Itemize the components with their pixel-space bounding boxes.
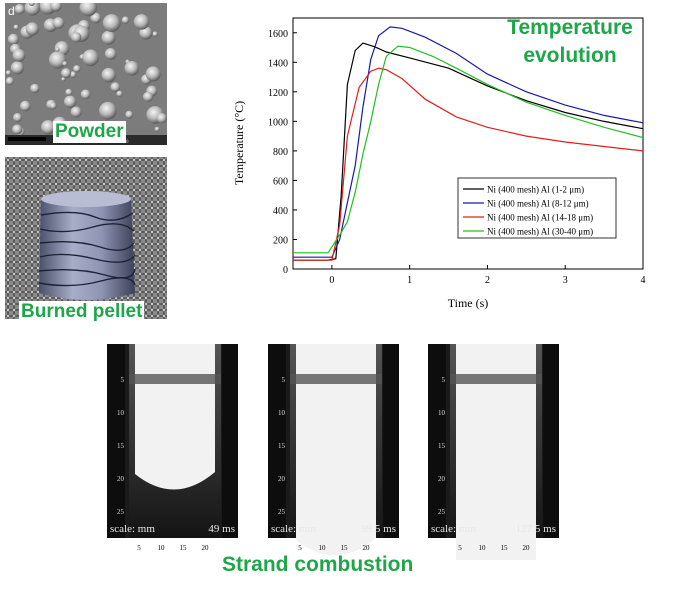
series-line: [293, 26, 644, 258]
burned-pellet-photo: Burned pellet: [5, 157, 167, 323]
legend-entry: Ni (400 mesh) Al (8-12 μm): [487, 199, 589, 209]
x-tick-label: 2: [485, 275, 490, 286]
frame-y-tick: 10: [278, 409, 286, 417]
frame-x-tick: 10: [479, 544, 487, 552]
frame-x-tick: 5: [137, 544, 141, 552]
temperature-chart: 0 200 400 600 800 1000 1200 1400 1600 0 1 2 3 4 Time…: [228, 5, 668, 315]
temperature-evolution-line1: Temperature: [507, 16, 633, 39]
frame-x-tick: 10: [158, 544, 166, 552]
series-line: [293, 42, 644, 261]
x-tick-label: 1: [407, 275, 412, 286]
frame-x-tick: 15: [180, 544, 188, 552]
x-tick-label: 0: [329, 275, 334, 286]
frame-y-tick: 20: [278, 475, 286, 483]
frame-scale-label: scale: mm: [431, 523, 476, 535]
frame-x-tick: 5: [298, 544, 302, 552]
temperature-chart-svg: 0 200 400 600 800 1000 1200 1400 1600 0 1 2 3 4 Time…: [232, 17, 646, 310]
x-tick-label: 4: [641, 275, 646, 286]
sem-panel-letter: d: [8, 4, 15, 18]
legend-entry: Ni (400 mesh) Al (14-18 μm): [487, 213, 593, 223]
combustion-frame: 5 10 15 20 25 5 10 15 20 scale: mm 99.5 ms: [268, 344, 399, 560]
combustion-frame-svg: 5 10 15 20 25 5 10 15 20 scale: mm 99.5 ms: [268, 344, 399, 556]
y-tick-label: 1600: [268, 29, 288, 40]
combustion-frame-svg: 5 10 15 20 25 5 10 15 20 scale: mm 49 ms: [107, 344, 238, 552]
frame-x-tick: 20: [523, 544, 531, 552]
frame-scale-label: scale: mm: [110, 523, 155, 535]
y-tick-label: 600: [273, 176, 288, 187]
legend-entry: Ni (400 mesh) Al (1-2 μm): [487, 185, 584, 195]
frame-y-tick: 10: [117, 409, 125, 417]
frame-y-tick: 5: [442, 376, 446, 384]
series-line: [293, 45, 644, 254]
x-tick-label: 3: [563, 275, 568, 286]
burned-pellet-label: Burned pellet: [19, 301, 145, 323]
frame-time-label: 127.5 ms: [516, 523, 556, 535]
frame-y-tick: 25: [438, 508, 446, 516]
frame-y-tick: 25: [117, 508, 125, 516]
frame-time-label: 49 ms: [208, 523, 235, 535]
y-tick-label: 1000: [268, 117, 288, 128]
y-tick-label: 0: [283, 265, 288, 276]
frame-x-tick: 5: [458, 544, 462, 552]
chart-ylabel: Temperature (°C): [232, 101, 246, 185]
plot-frame: [292, 17, 644, 270]
combustion-frame: 5 10 15 20 25 5 10 15 20 scale: mm 127.5 ms: [428, 344, 559, 586]
frame-x-tick: 15: [341, 544, 349, 552]
frame-y-tick: 20: [117, 475, 125, 483]
y-tick-label: 1400: [268, 58, 288, 69]
powder-label: Powder: [53, 121, 126, 143]
frame-y-tick: 15: [117, 442, 125, 450]
frame-time-label: 99.5 ms: [361, 523, 396, 535]
chart-xlabel: Time (s): [448, 296, 489, 310]
frame-y-tick: 5: [282, 376, 286, 384]
frame-y-tick: 25: [278, 508, 286, 516]
series-line: [293, 67, 644, 261]
legend-entry: Ni (400 mesh) Al (30-40 μm): [487, 227, 593, 237]
frame-x-tick: 20: [202, 544, 210, 552]
y-tick-label: 200: [273, 235, 288, 246]
frame-y-tick: 10: [438, 409, 446, 417]
pellet-graphic: [5, 157, 167, 319]
combustion-frame: 5 10 15 20 25 5 10 15 20 scale: mm 49 ms: [107, 344, 238, 560]
frame-y-tick: 20: [438, 475, 446, 483]
y-tick-label: 1200: [268, 88, 288, 99]
chart-legend: Ni (400 mesh) Al (1-2 μm) Ni (400 mesh) A…: [457, 177, 617, 239]
frame-x-tick: 15: [501, 544, 509, 552]
frame-y-tick: 5: [121, 376, 125, 384]
frame-y-tick: 15: [278, 442, 286, 450]
temperature-evolution-title: Temperature evolution: [490, 14, 650, 70]
frame-x-tick: 10: [319, 544, 327, 552]
powder-sem-image: 15 kV x300 d Powder: [5, 0, 167, 145]
temperature-evolution-line2: evolution: [523, 44, 617, 67]
combustion-frame-svg: 5 10 15 20 25 5 10 15 20 scale: mm 127.5 ms: [428, 344, 559, 586]
frame-x-tick: 20: [363, 544, 371, 552]
frame-scale-label: scale: mm: [271, 523, 316, 535]
y-tick-label: 800: [273, 147, 288, 158]
strand-combustion-label: Strand combustion: [222, 553, 414, 576]
frame-y-tick: 15: [438, 442, 446, 450]
y-tick-label: 400: [273, 206, 288, 217]
